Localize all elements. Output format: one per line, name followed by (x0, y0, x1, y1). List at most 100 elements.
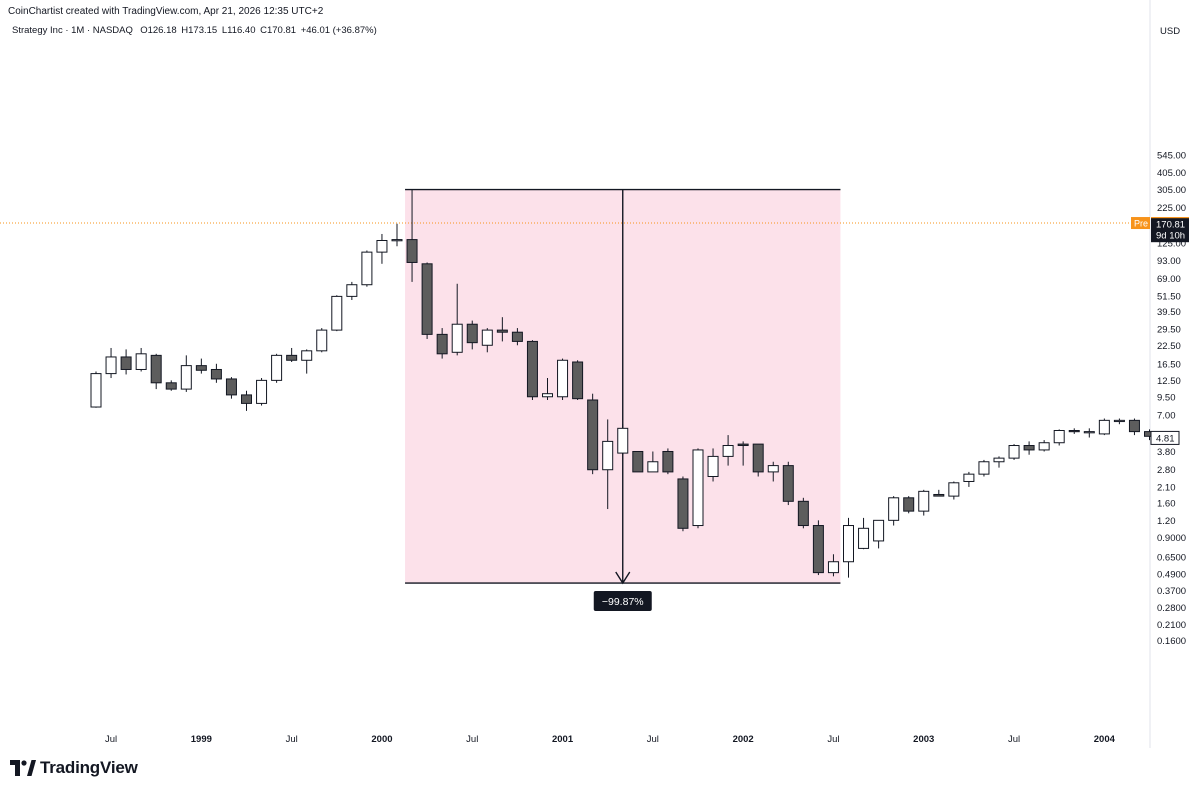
candle-body (406, 239, 418, 263)
candle[interactable] (873, 519, 885, 549)
symbol-name[interactable]: Strategy Inc · 1M · NASDAQ (12, 25, 133, 36)
candle[interactable] (105, 347, 117, 379)
candle[interactable] (978, 459, 990, 477)
candle[interactable] (858, 517, 870, 550)
candle[interactable] (1128, 418, 1140, 436)
candle[interactable] (963, 471, 975, 487)
candle[interactable] (331, 295, 343, 332)
candle[interactable] (526, 340, 538, 400)
candle[interactable] (722, 435, 734, 466)
candle[interactable] (481, 328, 493, 353)
candle[interactable] (903, 496, 915, 514)
pre-badge-bg (1131, 217, 1150, 230)
price-tick-label: 0.2800 (1157, 603, 1186, 614)
candle[interactable] (225, 377, 237, 399)
candle[interactable] (993, 456, 1005, 468)
candle[interactable] (286, 347, 298, 363)
price-tick-label: 0.1600 (1157, 636, 1186, 647)
candle[interactable] (511, 328, 523, 346)
candle[interactable] (195, 358, 207, 374)
candle[interactable] (1113, 418, 1125, 425)
measure-arrow-head-icon (615, 571, 631, 585)
candle-body (451, 323, 463, 353)
candle[interactable] (210, 363, 222, 383)
candle[interactable] (752, 443, 764, 477)
candle[interactable] (135, 347, 147, 372)
tradingview-logo[interactable]: TradingView (10, 758, 138, 778)
candle[interactable] (677, 476, 689, 532)
candle[interactable] (451, 283, 463, 356)
candle[interactable] (918, 489, 930, 516)
candle[interactable] (301, 349, 313, 374)
candle[interactable] (1008, 444, 1020, 460)
candle[interactable] (421, 262, 433, 339)
candle[interactable] (436, 328, 448, 359)
candle[interactable] (256, 378, 268, 406)
candle[interactable] (933, 489, 945, 497)
candle[interactable] (1023, 441, 1035, 455)
candle[interactable] (737, 441, 749, 466)
candle-body (707, 455, 719, 477)
candle[interactable] (180, 355, 192, 392)
candle[interactable] (1053, 429, 1065, 446)
candle[interactable] (948, 481, 960, 500)
candle[interactable] (120, 349, 132, 375)
candle[interactable] (662, 448, 674, 475)
time-tick-label: 1999 (191, 734, 212, 745)
candle[interactable] (165, 380, 177, 391)
candle[interactable] (241, 390, 252, 411)
time-axis[interactable]: Jul 1999 Jul 2000 Jul 2001 Jul 2002 Jul 2003 Jul 20… (105, 734, 1116, 745)
candle[interactable] (602, 419, 614, 510)
candle[interactable] (406, 189, 418, 282)
candle[interactable] (1038, 440, 1050, 452)
candle[interactable] (843, 517, 854, 578)
candle[interactable] (812, 520, 824, 576)
time-tick-label: 2004 (1094, 734, 1116, 745)
candle-body (722, 445, 734, 457)
candle[interactable] (767, 461, 779, 482)
candle[interactable] (316, 328, 328, 353)
price-tick-label: 405.00 (1157, 168, 1186, 179)
candle[interactable] (557, 358, 569, 400)
candle-body (481, 329, 493, 346)
candle[interactable] (707, 448, 719, 482)
candle[interactable] (827, 554, 839, 577)
candle[interactable] (692, 448, 704, 529)
candle-body (948, 482, 960, 497)
ohlc-high: H173.15 (181, 25, 218, 36)
candle-body (677, 478, 689, 529)
candle[interactable] (632, 450, 644, 473)
candle[interactable] (542, 378, 553, 400)
candle-body (797, 500, 809, 527)
candle[interactable] (1083, 428, 1095, 438)
price-tick-label: 1.60 (1157, 499, 1176, 510)
candle-body (421, 263, 433, 335)
candle[interactable] (376, 233, 388, 264)
candle[interactable] (572, 360, 584, 400)
candle[interactable] (797, 497, 809, 529)
candle-body (90, 373, 102, 408)
candle[interactable] (391, 223, 403, 247)
candle[interactable] (617, 424, 629, 455)
candle[interactable] (647, 451, 659, 473)
time-tick-label: Jul (1008, 734, 1020, 745)
candle[interactable] (346, 281, 358, 301)
candle[interactable] (587, 393, 599, 475)
candle-body (933, 493, 945, 497)
candle-body (1113, 419, 1125, 423)
candle[interactable] (466, 320, 478, 350)
candle[interactable] (782, 461, 794, 506)
candle[interactable] (496, 317, 508, 342)
candle[interactable] (90, 371, 102, 408)
candle[interactable] (361, 250, 373, 287)
candle[interactable] (271, 353, 283, 383)
candle[interactable] (1068, 428, 1080, 434)
current-price-badge: 4.81 (1150, 430, 1180, 445)
candle[interactable] (888, 496, 900, 526)
candle[interactable] (1098, 418, 1110, 436)
price-axis[interactable]: USD 545.00 405.00 305.00 225.00 125.00 93.00 69… (1157, 26, 1186, 647)
candle-body (271, 354, 283, 381)
candle[interactable] (150, 353, 162, 390)
